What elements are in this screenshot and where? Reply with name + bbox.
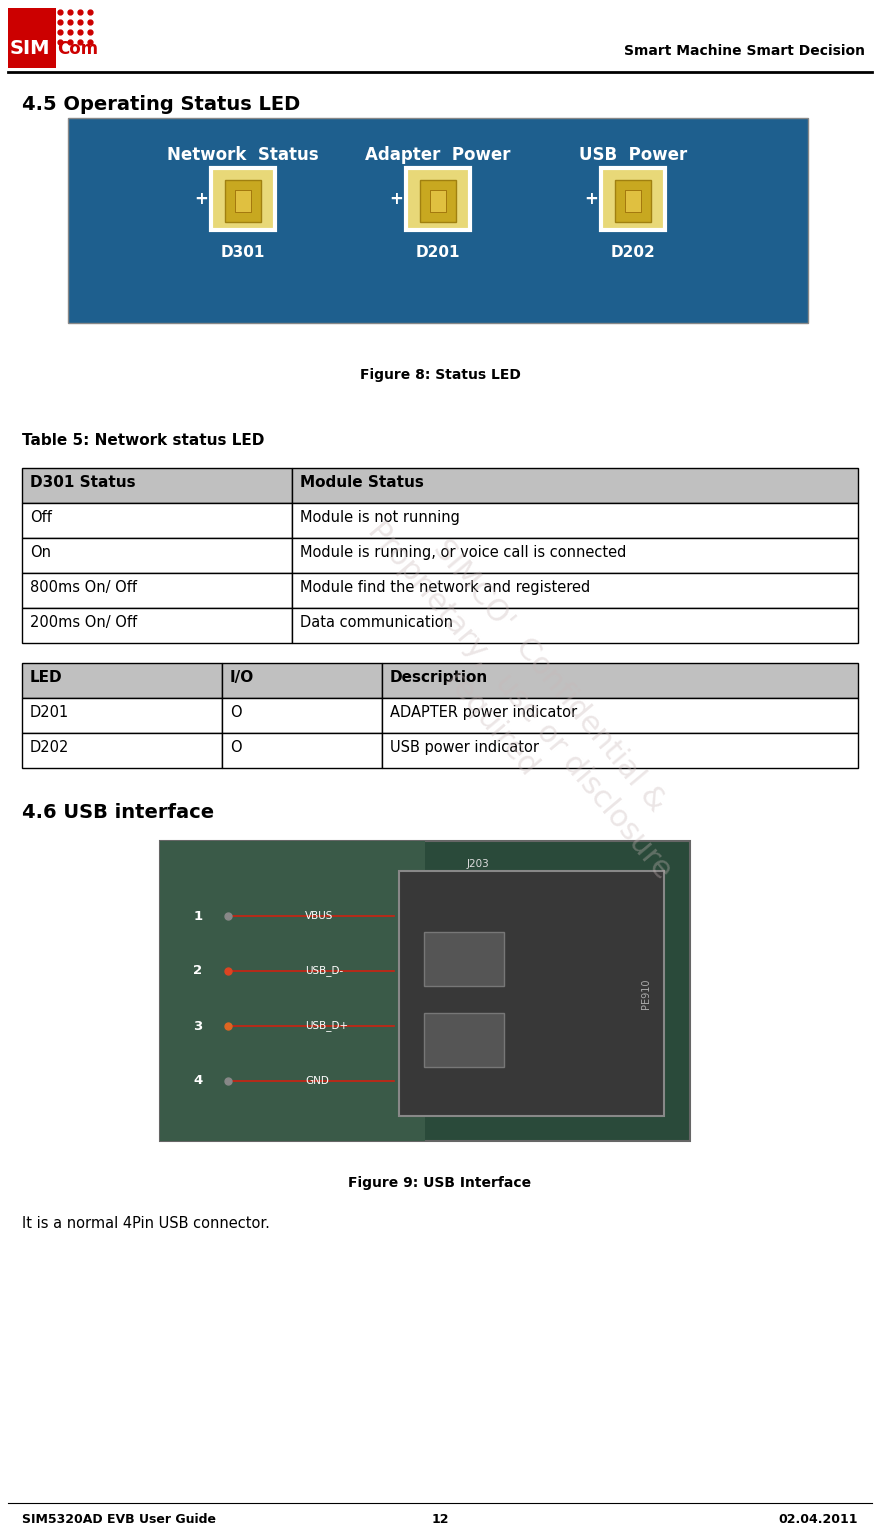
- Bar: [222, 734, 382, 768]
- Bar: [382, 698, 858, 734]
- Text: D202: D202: [30, 740, 70, 755]
- Text: USB_D+: USB_D+: [305, 1021, 348, 1032]
- Bar: [292, 503, 858, 537]
- Text: 200ms On/ Off: 200ms On/ Off: [30, 616, 137, 629]
- Bar: [235, 190, 251, 212]
- Text: 02.04.2011: 02.04.2011: [779, 1514, 858, 1526]
- Bar: [382, 663, 858, 698]
- Bar: [8, 8, 56, 68]
- Text: Module is not running: Module is not running: [300, 510, 460, 525]
- Text: SIM: SIM: [10, 38, 50, 58]
- Text: Table 5: Network status LED: Table 5: Network status LED: [22, 433, 264, 448]
- Bar: [423, 932, 503, 985]
- Text: D201: D201: [30, 705, 70, 720]
- Bar: [160, 841, 425, 1141]
- Text: 4: 4: [194, 1074, 202, 1087]
- Bar: [68, 118, 808, 322]
- Bar: [22, 698, 222, 734]
- Text: On: On: [30, 545, 51, 560]
- Text: Com: Com: [57, 40, 99, 58]
- Text: ADAPTER power indicator: ADAPTER power indicator: [390, 705, 577, 720]
- Text: PE910: PE910: [641, 978, 650, 1008]
- Text: J203: J203: [466, 860, 489, 869]
- Bar: [601, 167, 665, 230]
- Text: GND: GND: [305, 1076, 329, 1085]
- Bar: [292, 468, 858, 503]
- Bar: [423, 1013, 503, 1067]
- Bar: [22, 537, 292, 573]
- Bar: [211, 167, 275, 230]
- Text: 1: 1: [194, 910, 202, 923]
- Text: Module Status: Module Status: [300, 474, 424, 490]
- Text: Figure 8: Status LED: Figure 8: Status LED: [360, 368, 520, 382]
- Bar: [222, 663, 382, 698]
- Bar: [22, 503, 292, 537]
- Text: 2: 2: [194, 964, 202, 978]
- Text: Module is running, or voice call is connected: Module is running, or voice call is conn…: [300, 545, 627, 560]
- Text: Adapter  Power: Adapter Power: [365, 146, 510, 164]
- Bar: [22, 468, 292, 503]
- Text: VBUS: VBUS: [305, 910, 334, 921]
- Text: D201: D201: [415, 246, 460, 259]
- Text: USB  Power: USB Power: [579, 146, 687, 164]
- Bar: [22, 734, 222, 768]
- Text: USB power indicator: USB power indicator: [390, 740, 539, 755]
- Text: +: +: [584, 190, 598, 209]
- Bar: [292, 537, 858, 573]
- Bar: [406, 167, 470, 230]
- Text: SIMCO'  Confidential &
Proprietary,  use or disclosure
required: SIMCO' Confidential & Proprietary, use o…: [333, 491, 707, 909]
- Text: D301: D301: [221, 246, 265, 259]
- Text: 4.5 Operating Status LED: 4.5 Operating Status LED: [22, 95, 300, 114]
- Text: Network  Status: Network Status: [167, 146, 319, 164]
- Text: +: +: [389, 190, 403, 209]
- Text: +: +: [194, 190, 208, 209]
- Text: O: O: [230, 705, 242, 720]
- Bar: [382, 734, 858, 768]
- Text: SIM5320AD EVB User Guide: SIM5320AD EVB User Guide: [22, 1514, 216, 1526]
- Bar: [420, 180, 456, 223]
- Text: 4.6 USB interface: 4.6 USB interface: [22, 803, 214, 823]
- Text: Figure 9: USB Interface: Figure 9: USB Interface: [348, 1176, 532, 1190]
- Bar: [625, 190, 641, 212]
- Bar: [399, 870, 664, 1116]
- Bar: [222, 698, 382, 734]
- Bar: [292, 608, 858, 643]
- Text: 3: 3: [194, 1019, 202, 1033]
- Text: 12: 12: [431, 1514, 449, 1526]
- Bar: [430, 190, 446, 212]
- Bar: [22, 573, 292, 608]
- Text: I/O: I/O: [230, 669, 254, 685]
- Bar: [615, 180, 651, 223]
- Text: Description: Description: [390, 669, 488, 685]
- Text: LED: LED: [30, 669, 62, 685]
- Text: 800ms On/ Off: 800ms On/ Off: [30, 580, 137, 596]
- Text: It is a normal 4Pin USB connector.: It is a normal 4Pin USB connector.: [22, 1216, 270, 1231]
- Bar: [22, 663, 222, 698]
- Text: Off: Off: [30, 510, 52, 525]
- Bar: [160, 841, 690, 1141]
- Text: Smart Machine Smart Decision: Smart Machine Smart Decision: [624, 45, 865, 58]
- Text: D202: D202: [611, 246, 656, 259]
- Text: Module find the network and registered: Module find the network and registered: [300, 580, 590, 596]
- Bar: [292, 573, 858, 608]
- Text: Data communication: Data communication: [300, 616, 453, 629]
- Text: O: O: [230, 740, 242, 755]
- Text: USB_D-: USB_D-: [305, 966, 343, 976]
- Bar: [22, 608, 292, 643]
- Text: D301 Status: D301 Status: [30, 474, 136, 490]
- Bar: [225, 180, 261, 223]
